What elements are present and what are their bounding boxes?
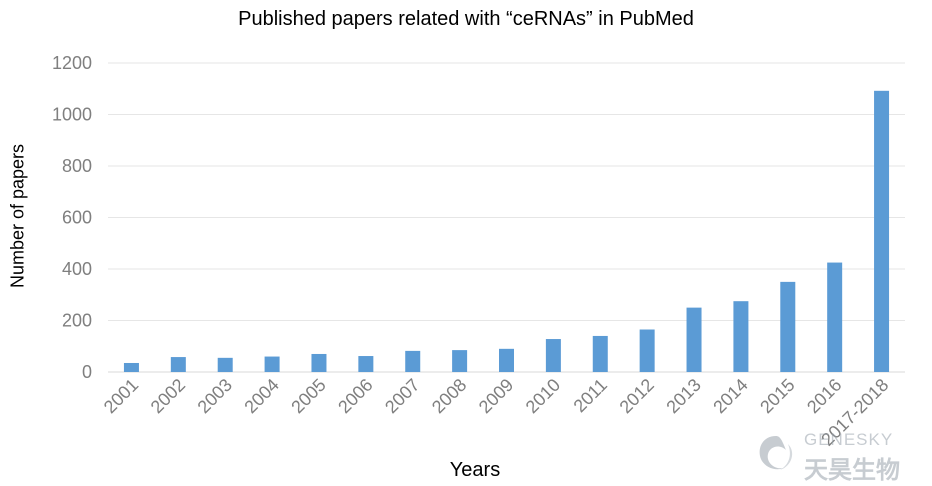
x-tick-label: 2010 xyxy=(522,375,564,417)
x-tick-label: 2001 xyxy=(100,375,142,417)
x-tick-label: 2003 xyxy=(194,375,236,417)
bar-2006 xyxy=(358,356,374,372)
watermark: GENESKY 天昊生物 xyxy=(752,428,912,484)
x-tick-label: 2002 xyxy=(147,375,189,417)
bar-2003 xyxy=(217,357,233,372)
x-tick-label: 2013 xyxy=(662,375,704,417)
bar-2001 xyxy=(123,362,139,372)
bar-2011 xyxy=(592,335,608,372)
bar-2010 xyxy=(545,339,561,372)
bar-2013 xyxy=(686,307,702,372)
bar-2012 xyxy=(639,329,655,372)
bar-2002 xyxy=(170,357,186,372)
y-tick-label: 400 xyxy=(62,259,92,279)
bar-2009 xyxy=(499,348,514,372)
x-tick-label: 2009 xyxy=(475,375,517,417)
x-tick-label: 2011 xyxy=(570,375,612,417)
x-tick-label: 2016 xyxy=(803,375,845,417)
x-axis-label: Years xyxy=(449,459,501,481)
y-tick-label: 1000 xyxy=(52,105,92,125)
x-tick-label: 2014 xyxy=(709,375,751,417)
bar-2008 xyxy=(452,350,468,372)
y-tick-label: 800 xyxy=(62,156,92,176)
y-tick-label: 200 xyxy=(62,311,92,331)
bar-2005 xyxy=(311,353,327,372)
x-tick-label: 2012 xyxy=(616,375,658,417)
x-tick-label: 2007 xyxy=(381,375,423,417)
bar-2017-2018 xyxy=(874,90,890,372)
bar-2016 xyxy=(827,262,843,372)
watermark-text-cn: 天昊生物 xyxy=(804,457,900,484)
y-tick-label: 600 xyxy=(62,208,92,228)
x-tick-label: 2004 xyxy=(240,375,282,417)
y-tick-label: 1200 xyxy=(52,53,92,73)
y-tick-label: 0 xyxy=(82,362,92,382)
chart-title: Published papers related with “ceRNAs” i… xyxy=(238,8,694,30)
bar-2004 xyxy=(264,356,280,372)
bar-2007 xyxy=(405,350,421,372)
swirl-logo-icon xyxy=(759,436,793,470)
x-tick-label: 2006 xyxy=(334,375,376,417)
x-tick-label: 2005 xyxy=(287,375,329,417)
bar-2014 xyxy=(733,301,749,372)
x-tick-label: 2008 xyxy=(428,375,470,417)
watermark-text-en: GENESKY xyxy=(804,430,894,449)
x-tick-label: 2015 xyxy=(756,375,798,417)
bar-2015 xyxy=(780,281,796,372)
